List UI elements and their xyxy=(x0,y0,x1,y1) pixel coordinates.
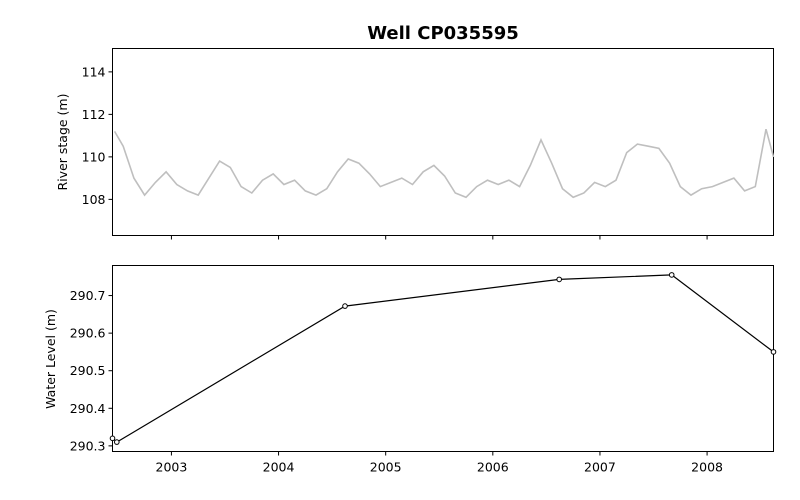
water-level-point xyxy=(770,349,777,355)
water-level-point xyxy=(556,276,563,283)
water-level-series xyxy=(109,272,777,445)
river-stage-panel: 108 110 112 114 River stage (m) xyxy=(55,48,775,240)
water-level-x-tick-label: 2004 xyxy=(263,460,295,475)
water-level-point xyxy=(114,439,120,445)
river-stage-axes-frame xyxy=(112,48,774,236)
river-stage-y-tick-label: 110 xyxy=(82,149,106,164)
water-level-x-tick-label: 2003 xyxy=(156,460,188,475)
water-level-point xyxy=(342,303,348,309)
water-level-point xyxy=(109,435,116,442)
water-level-point xyxy=(668,272,675,278)
water-level-x-ticks: 2003 2004 2005 2006 2007 2008 xyxy=(156,451,723,475)
water-level-x-tick-label: 2006 xyxy=(477,460,509,475)
river-stage-y-tick-label: 114 xyxy=(82,64,106,79)
water-level-x-tick-label: 2005 xyxy=(370,460,402,475)
water-level-y-tick-label: 290.4 xyxy=(70,401,106,416)
river-stage-y-label: River stage (m) xyxy=(55,94,70,191)
water-level-y-tick-label: 290.7 xyxy=(70,288,106,303)
river-stage-series xyxy=(113,128,775,199)
chart-title: Well CP035595 xyxy=(367,23,519,44)
water-level-y-ticks: 290.3 290.4 290.5 290.6 290.7 xyxy=(70,288,113,453)
water-level-x-tick-label: 2008 xyxy=(691,460,723,475)
water-level-axes-frame xyxy=(112,265,774,452)
river-stage-y-ticks: 108 110 112 114 xyxy=(82,64,113,207)
river-stage-x-ticks xyxy=(170,235,708,240)
water-level-line xyxy=(112,274,774,443)
river-stage-y-tick-label: 112 xyxy=(82,107,106,122)
water-level-y-tick-label: 290.6 xyxy=(70,326,106,341)
water-level-y-tick-label: 290.5 xyxy=(70,363,106,378)
water-level-x-tick-label: 2007 xyxy=(584,460,616,475)
river-stage-line xyxy=(113,128,775,199)
water-level-y-label: Water Level (m) xyxy=(43,309,58,409)
river-stage-y-tick-label: 108 xyxy=(82,192,106,207)
water-level-y-tick-label: 290.3 xyxy=(70,438,106,453)
